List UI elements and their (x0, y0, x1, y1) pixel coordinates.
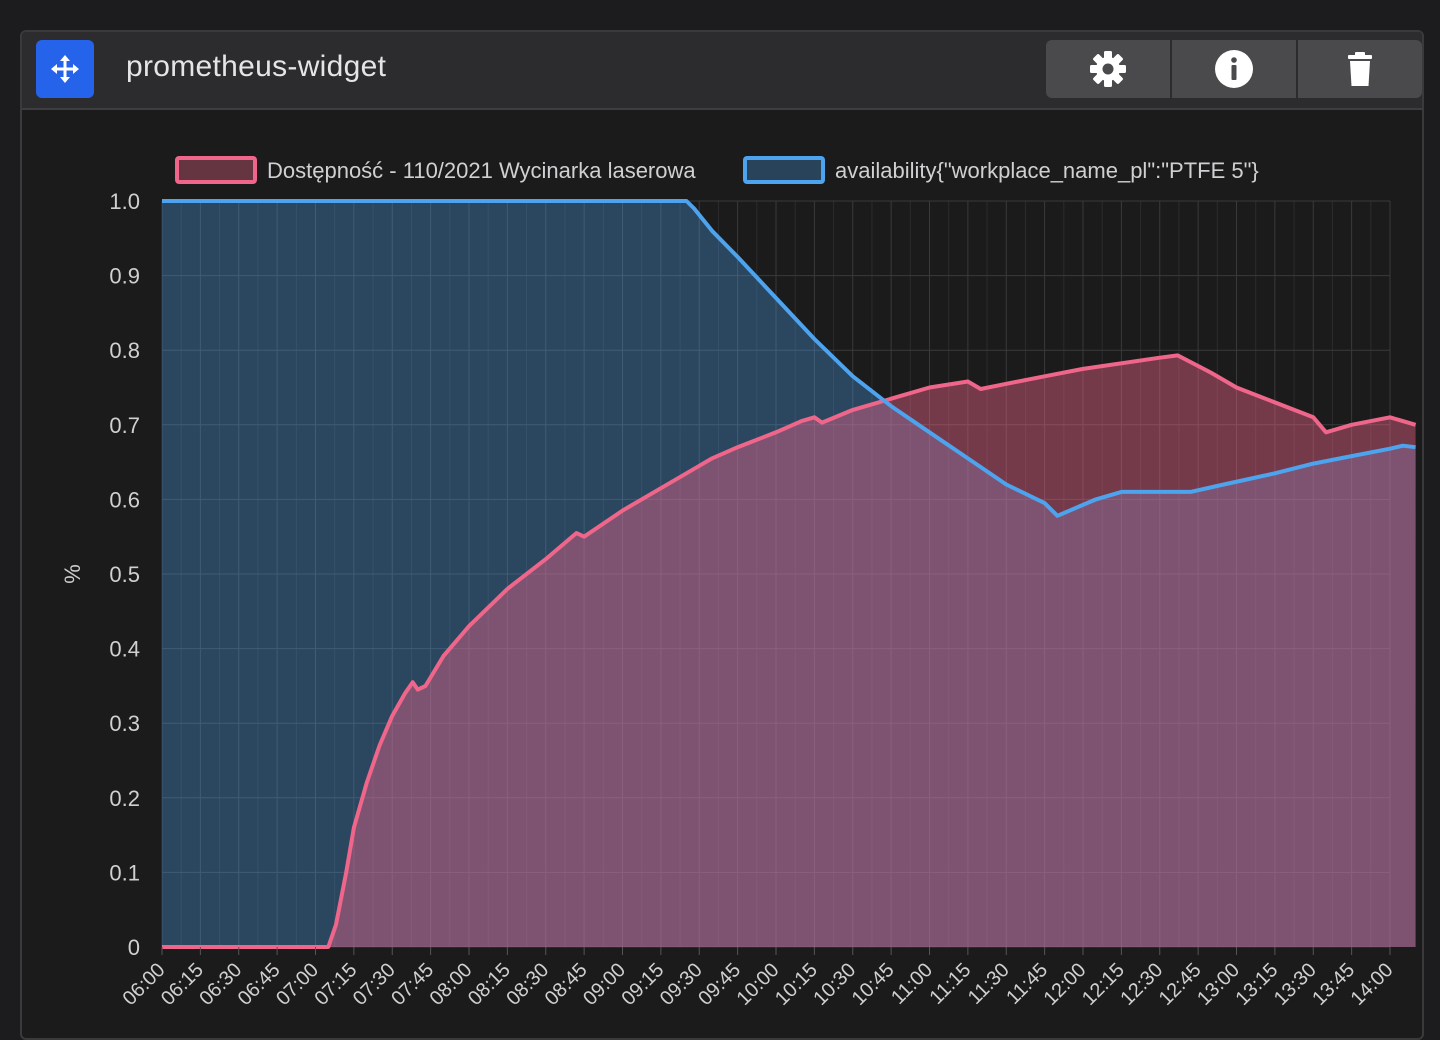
x-tick-label: 14:00 (1347, 959, 1398, 1010)
x-tick-label: 06:30 (195, 959, 246, 1010)
y-tick-label: 0.4 (109, 637, 140, 662)
gear-icon (1090, 51, 1126, 87)
settings-button[interactable] (1046, 40, 1170, 98)
x-tick-label: 08:45 (541, 959, 592, 1010)
y-tick-label: 0.3 (109, 711, 140, 736)
widget-actions (1046, 40, 1422, 98)
chart-legend: Dostępność - 110/2021 Wycinarka laserowa… (175, 156, 1259, 184)
x-tick-label: 09:00 (579, 959, 630, 1010)
y-tick-label: 0.9 (109, 264, 140, 289)
y-axis: 0 0.1 0.2 0.3 0.4 0.5 0.6 0.7 0.8 0.9 1.0 (109, 189, 140, 960)
x-tick-label: 06:15 (157, 959, 208, 1010)
x-tick-label: 08:00 (426, 959, 477, 1010)
x-tick-label: 07:15 (310, 959, 361, 1010)
series-area-1 (162, 201, 1416, 947)
x-tick-label: 11:30 (964, 959, 1014, 1009)
trash-icon (1348, 52, 1372, 86)
series-area-0 (162, 355, 1416, 947)
y-tick-label: 0.8 (109, 338, 140, 363)
move-arrows-icon (51, 55, 79, 83)
y-tick-label: 0.7 (109, 413, 140, 438)
x-tick-label: 08:15 (464, 959, 515, 1010)
y-tick-label: 0.5 (109, 562, 140, 587)
x-tick-label: 12:45 (1155, 959, 1206, 1010)
chart-grid (161, 200, 1391, 948)
legend-label: Dostępność - 110/2021 Wycinarka laserowa (267, 158, 696, 183)
chart-areas (162, 201, 1416, 947)
info-icon (1215, 50, 1253, 88)
x-tick-label: 06:45 (234, 959, 285, 1010)
y-tick-label: 1.0 (109, 189, 140, 214)
widget-title: prometheus-widget (126, 50, 387, 83)
x-tick-label: 09:30 (656, 959, 707, 1010)
x-tick-label: 11:00 (887, 959, 937, 1009)
series-line-1 (162, 199, 1416, 518)
chart-lines (162, 199, 1417, 949)
x-tick-label: 13:00 (1193, 959, 1244, 1010)
x-tick-label: 10:30 (809, 959, 860, 1010)
legend-swatch (175, 156, 257, 184)
x-tick-label: 12:00 (1040, 959, 1091, 1010)
x-tick-label: 13:45 (1308, 959, 1359, 1010)
x-tick-label: 11:45 (1002, 959, 1052, 1009)
info-button[interactable] (1172, 40, 1296, 98)
y-tick-label: 0 (128, 935, 140, 960)
x-tick-label: 13:15 (1231, 959, 1282, 1010)
x-tick-label: 06:00 (119, 959, 170, 1010)
chart-area: 0 0.1 0.2 0.3 0.4 0.5 0.6 0.7 0.8 0.9 1.0 06:00 06:… (22, 32, 1422, 1030)
x-tick-label: 08:30 (502, 959, 553, 1010)
widget-header: prometheus-widget (22, 32, 1422, 110)
move-button[interactable] (36, 40, 94, 98)
y-tick-label: 0.2 (109, 786, 140, 811)
x-tick-label: 10:15 (771, 959, 822, 1010)
x-tick-label: 07:30 (349, 959, 400, 1010)
x-tick-label: 11:15 (926, 959, 976, 1009)
x-tick-label: 07:45 (387, 959, 438, 1010)
x-tick-label: 12:15 (1078, 959, 1129, 1010)
y-tick-label: 0.1 (109, 860, 140, 885)
availability-chart: 00.10.20.30.40.50.60.70.80.91.0 06:0006:… (60, 156, 1417, 1010)
legend-label: availability{"workplace_name_pl":"PTFE 5… (835, 158, 1259, 183)
series-line-0 (162, 353, 1417, 949)
legend-swatch (743, 156, 825, 184)
y-axis-label: % (60, 564, 85, 584)
delete-button[interactable] (1298, 40, 1422, 98)
x-tick-label: 09:45 (694, 959, 745, 1010)
x-tick-label: 10:45 (848, 959, 899, 1010)
x-tick-label: 10:00 (733, 959, 784, 1010)
x-axis: 06:0006:1506:3006:4507:0007:1507:3007:45… (119, 947, 1398, 1010)
y-tick-label: 0.6 (109, 487, 140, 512)
x-tick-label: 07:00 (272, 959, 323, 1010)
x-tick-label: 09:15 (617, 959, 668, 1010)
x-tick-label: 12:30 (1116, 959, 1167, 1010)
prometheus-widget-panel: prometheus-widget (20, 30, 1424, 1040)
x-tick-label: 13:30 (1270, 959, 1321, 1010)
